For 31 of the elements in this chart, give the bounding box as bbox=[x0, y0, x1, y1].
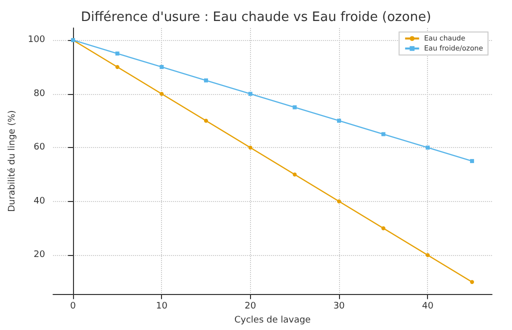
point bbox=[248, 92, 252, 96]
point bbox=[470, 280, 474, 284]
x-axis-title: Cycles de lavage bbox=[234, 316, 312, 326]
point bbox=[470, 159, 474, 164]
x-tick-label: 40 bbox=[422, 302, 434, 312]
x-tick-label: 10 bbox=[156, 302, 168, 312]
point bbox=[426, 146, 430, 150]
point bbox=[160, 64, 164, 69]
y-tick-label: 40 bbox=[34, 196, 46, 206]
point bbox=[115, 52, 120, 56]
point bbox=[337, 199, 342, 204]
point bbox=[426, 253, 430, 258]
y-tick-label: 100 bbox=[28, 35, 46, 46]
point bbox=[337, 118, 342, 123]
point bbox=[160, 92, 164, 96]
point bbox=[381, 226, 386, 230]
point bbox=[292, 105, 297, 110]
point bbox=[204, 118, 208, 123]
y-tick-label: 20 bbox=[34, 250, 46, 260]
point bbox=[381, 132, 386, 136]
y-tick-label: 80 bbox=[34, 88, 46, 99]
point bbox=[292, 172, 297, 176]
y-axis-title: Durabilité du linge (%) bbox=[6, 110, 18, 212]
point bbox=[248, 146, 252, 150]
x-tick-label: 0 bbox=[70, 302, 76, 312]
chart-title: Différence d'usure : Eau chaude vs Eau froide (ozone) bbox=[80, 10, 432, 25]
x-tick-label: 30 bbox=[333, 302, 346, 312]
point bbox=[115, 64, 120, 69]
x-tick-label: 20 bbox=[244, 302, 256, 312]
y-tick-label: 60 bbox=[34, 142, 46, 153]
point bbox=[204, 78, 208, 82]
